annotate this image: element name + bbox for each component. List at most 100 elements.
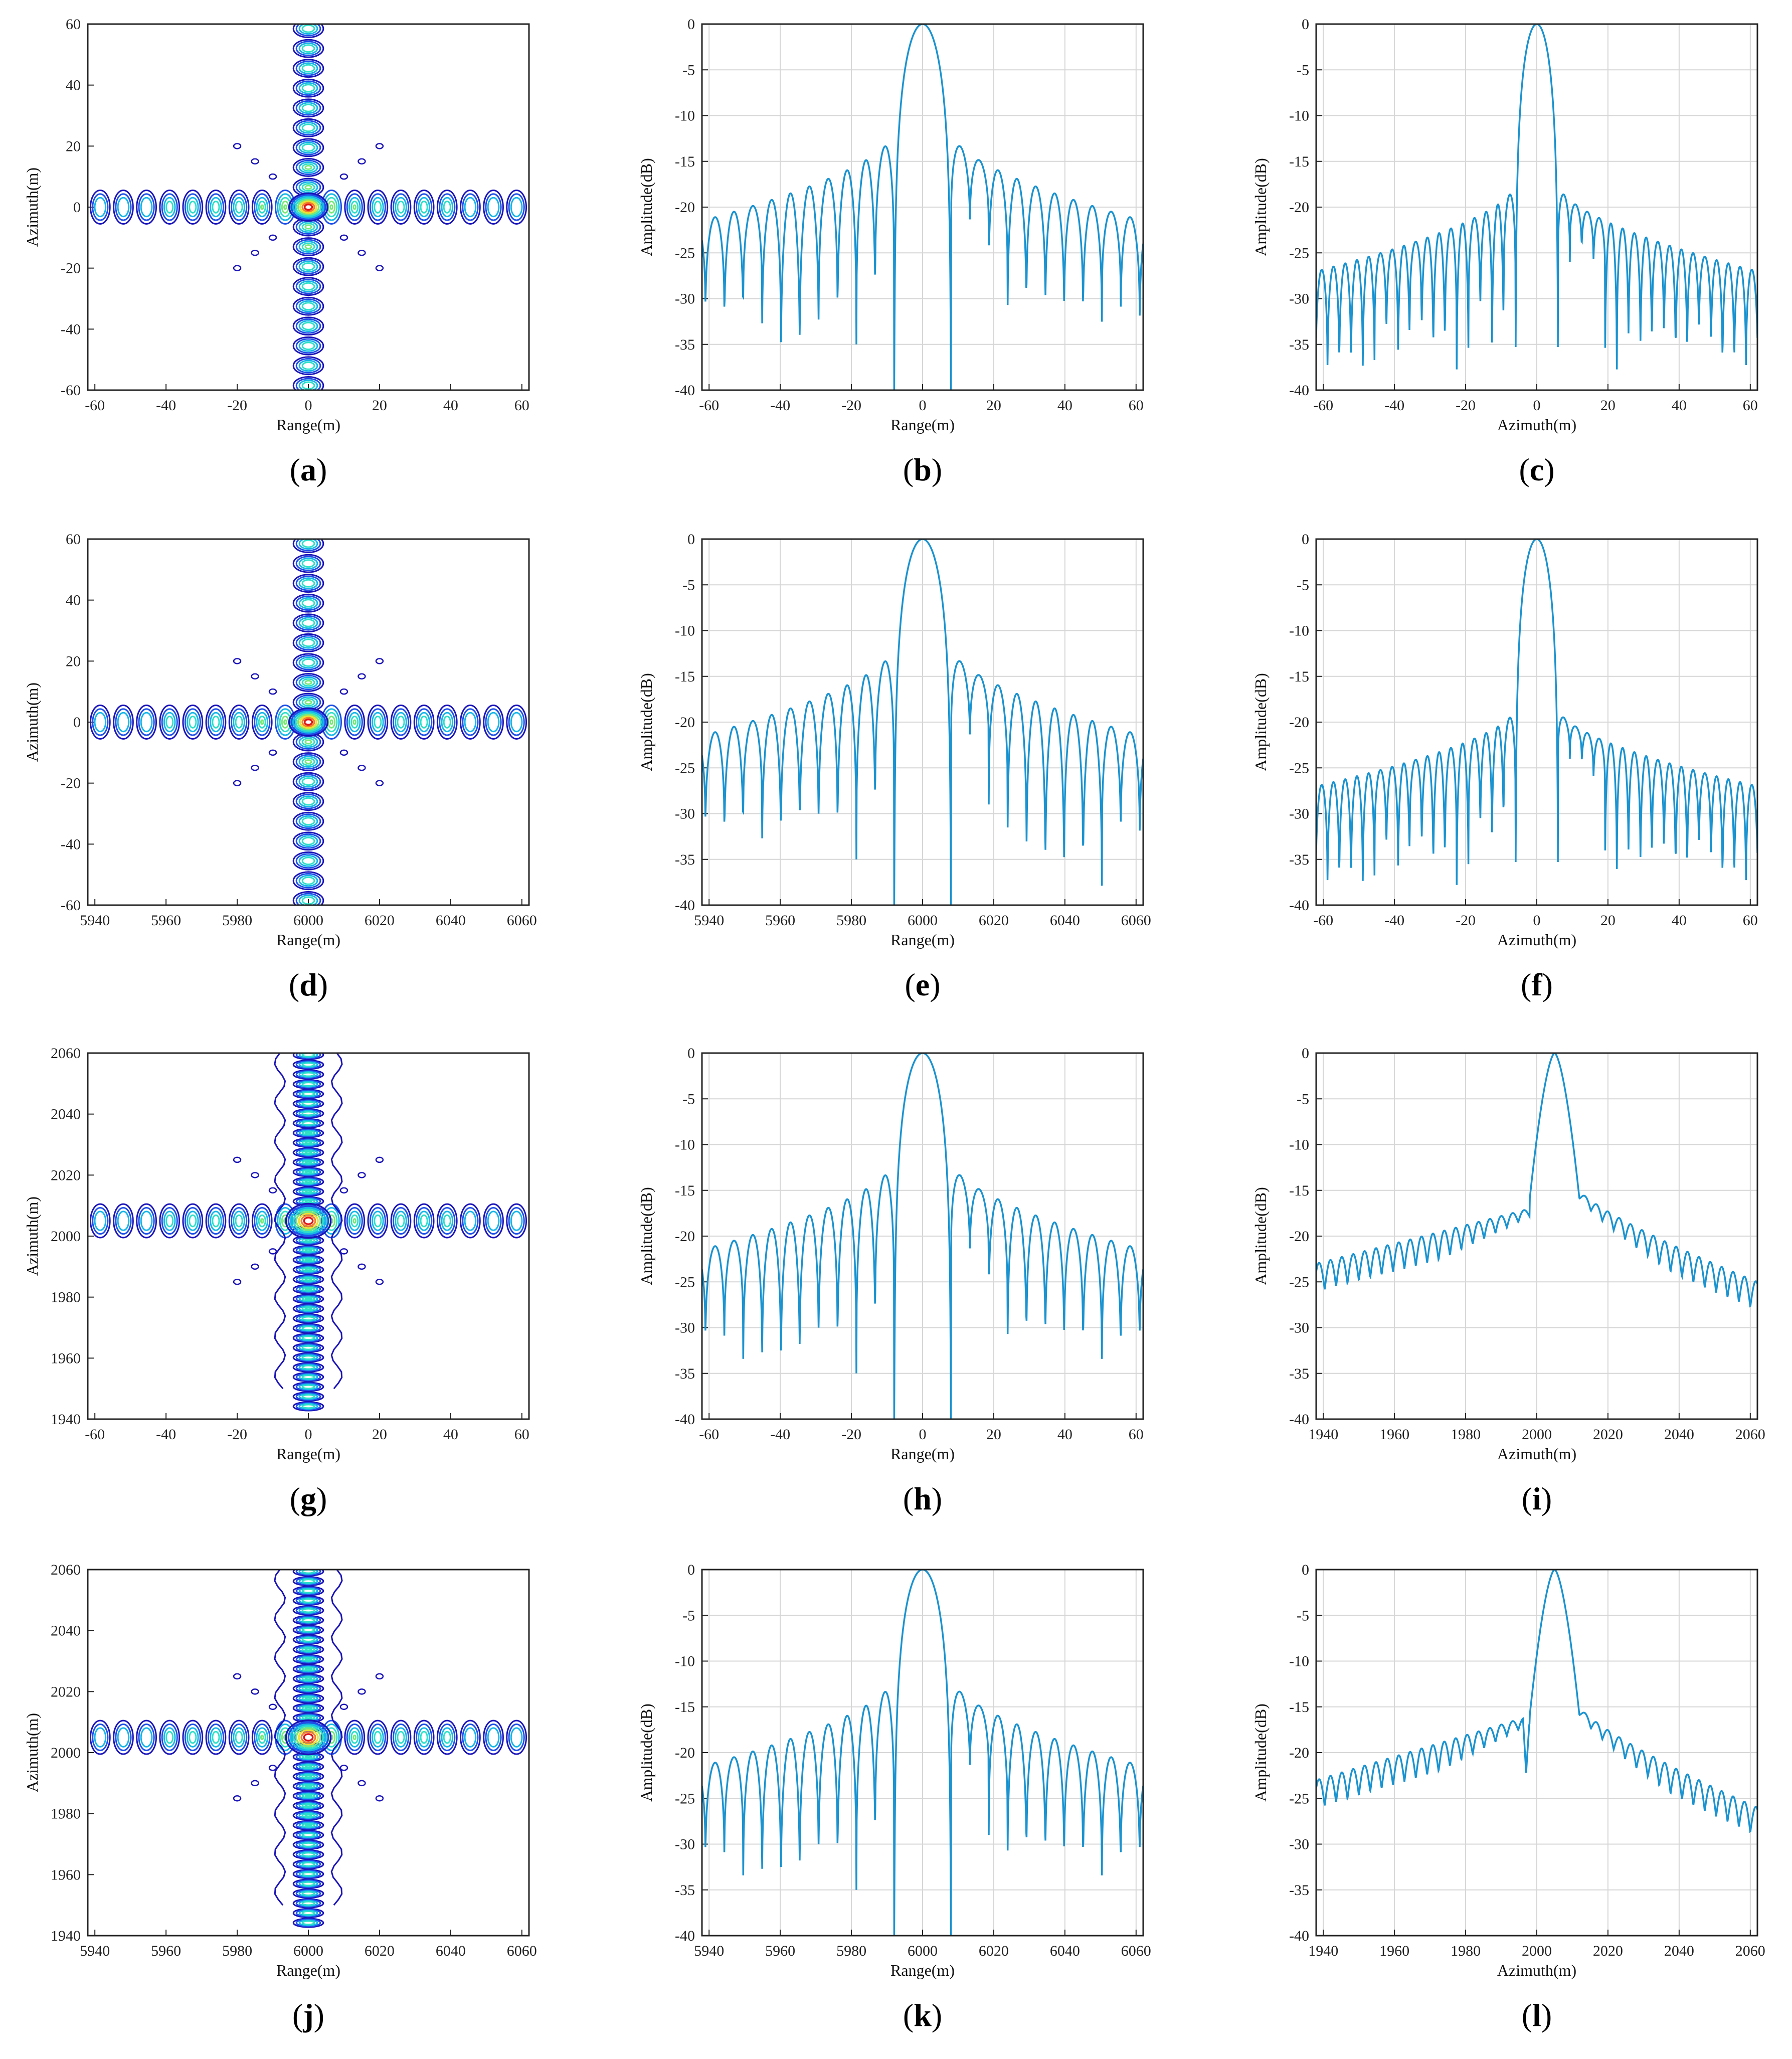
axes-frame-top [1315,538,1758,906]
axes-frame-top [1315,23,1758,391]
azimuth-lobe-contour [292,1147,324,1158]
azimuth-lobe-contour [304,1180,312,1183]
azimuth-lobe-contour [295,1099,321,1108]
y-tick-label: -40 [675,897,695,914]
y-tick-label: -10 [1289,1653,1309,1670]
azimuth-lobe-contour [301,64,315,73]
azimuth-lobe-contour [295,1674,321,1683]
x-tick-label: 0 [919,397,927,414]
subplot-b: -60 -40 -20 0 20 40 600-5-10-15-20-25-30-35-40… [637,16,1144,487]
range-lobe-contour [372,1211,384,1231]
main-lobe-contour [297,199,320,216]
azimuth-lobe-contour [299,4,317,14]
sidelobe-dot [233,265,242,271]
y-tick-label: -5 [682,1607,695,1624]
y-tick-label: -15 [675,153,695,170]
y-tick-label: -30 [675,806,695,822]
azimuth-lobe-contour [298,1178,318,1185]
range-lobe-contour [231,708,248,736]
azimuth-lobe-contour [301,1404,315,1409]
y-tick-label: -5 [682,577,695,593]
y-tick-label: -30 [1289,291,1309,307]
range-lobe-contour [443,716,451,729]
range-lobe-contour [231,1723,248,1752]
main-lobe-contour [292,711,324,734]
range-lobe-contour [436,1720,458,1755]
x-axis-label: Azimuth(m) [1497,1445,1576,1463]
azimuth-lobe-contour [304,1160,312,1164]
range-lobe-contour [532,709,547,735]
y-tick-label: -30 [675,291,695,307]
range-lobe-contour [372,197,384,218]
range-lobe-contour [258,1731,266,1744]
azimuth-lobe-contour [298,577,318,590]
azimuth-lobe-contour [292,138,324,157]
x-tick-label: 60 [1129,1426,1144,1443]
azimuth-lobe-contour [298,1636,318,1643]
y-tick-label: -35 [675,851,695,868]
range-lobe-contour [483,1720,504,1755]
azimuth-lobe-contour [299,1559,317,1564]
y-tick-label: -35 [675,1882,695,1899]
range-lobe-contour [235,1731,243,1744]
azimuth-lobe-contour [301,1062,315,1068]
azimuth-lobe-contour [304,1199,312,1203]
panel-caption: (a) [290,452,327,487]
sidelobe-dot [233,1673,242,1680]
azimuth-lobe-contour [295,1762,321,1771]
azimuth-lobe-contour [295,1821,321,1830]
sidelobe-fringe [330,1570,343,1906]
azimuth-lobe-contour [295,1363,321,1371]
panel-caption: (h) [903,1481,942,1516]
range-lobe-contour [416,1207,433,1235]
range-lobe-contour [510,1727,523,1748]
y-tick-label: 2000 [51,1228,81,1245]
azimuth-lobe-contour [304,224,312,230]
range-lobe-contour [256,712,269,733]
azimuth-lobe-contour [298,82,318,94]
range-lobe-contour [72,1728,83,1747]
azimuth-lobe-contour [301,738,315,747]
azimuth-lobe-contour [295,1850,321,1859]
range-lobe-contour [390,1203,412,1239]
azimuth-lobe-contour [298,1851,318,1858]
range-lobe-contour [260,1218,264,1224]
range-lobe-contour [460,190,481,225]
panel-caption: (d) [289,967,328,1002]
azimuth-lobe-contour [295,259,321,275]
range-lobe-contour [418,1211,430,1231]
sidelobe-dot [375,143,384,149]
panel-caption: (b) [903,452,942,487]
y-tick-label: -40 [1289,1411,1309,1428]
range-lobe-contour [439,1723,456,1752]
azimuth-lobe-contour [292,237,324,256]
main-lobe-contour [301,717,315,728]
sidelobe-fringe [330,1053,343,1390]
range-lobe-contour [372,1727,384,1748]
main-lobe-contour [285,1203,332,1239]
x-tick-label: 5980 [222,912,252,929]
x-tick-label: 1940 [1308,1943,1338,1959]
azimuth-lobe-contour [295,1053,321,1060]
azimuth-lobe-contour [292,356,324,376]
range-lobe-contour [163,197,176,218]
range-lobe-contour [256,1727,269,1748]
range-lobe-contour [92,708,109,736]
x-tick-label: 20 [986,1426,1001,1443]
azimuth-lobe-contour [298,1812,318,1819]
azimuth-lobe-contour [301,1588,315,1594]
range-lobe-contour [189,1731,197,1744]
main-lobe-contour [300,1215,316,1227]
contour-group [89,4,527,390]
azimuth-lobe-contour [304,1804,312,1808]
range-lobe-contour [436,705,458,740]
x-tick-label: 2060 [1735,1426,1765,1443]
azimuth-lobe-contour [301,539,315,548]
range-lobe-contour [420,201,428,214]
azimuth-lobe-contour [292,871,324,891]
azimuth-lobe-contour [298,1665,318,1672]
y-tick-label: 2060 [51,1562,81,1578]
range-lobe-contour [460,1720,481,1755]
azimuth-lobe-contour [301,1813,315,1818]
